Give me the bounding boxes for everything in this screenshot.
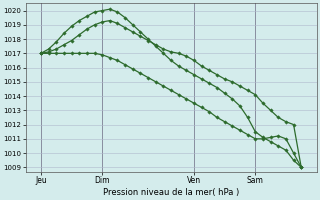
X-axis label: Pression niveau de la mer( hPa ): Pression niveau de la mer( hPa ) (103, 188, 239, 197)
